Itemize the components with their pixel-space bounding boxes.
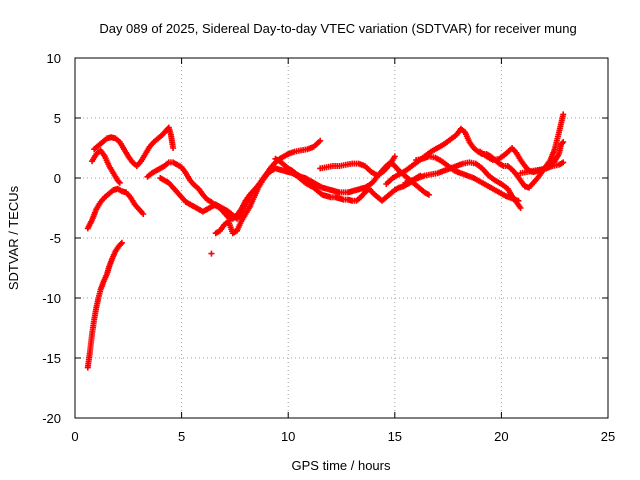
y-tick-label: 5 <box>54 111 61 126</box>
series-track-11 <box>402 159 524 211</box>
series-track-3 <box>89 147 123 186</box>
data-point <box>560 139 567 145</box>
data-point <box>425 191 432 198</box>
axis-ticks: 0 5 10 15 20 25 -20 -15 -10 -5 0 5 10 <box>42 51 615 444</box>
x-tick-label: 10 <box>281 429 295 444</box>
x-tick-label: 25 <box>601 429 615 444</box>
data-point <box>560 159 567 166</box>
data-point <box>116 179 123 186</box>
data-point <box>118 239 125 246</box>
y-axis-label: SDTVAR / TECUs <box>6 185 21 290</box>
series-track-14 <box>517 159 567 177</box>
data-point <box>560 111 567 118</box>
x-tick-label: 5 <box>178 429 185 444</box>
data-point <box>140 211 147 217</box>
data-point <box>170 145 177 151</box>
x-tick-label: 0 <box>71 429 78 444</box>
y-tick-label: 0 <box>54 171 61 186</box>
series-track-1 <box>84 239 125 371</box>
y-tick-label: 10 <box>47 51 61 66</box>
series-track-7 <box>212 165 424 237</box>
plot-frame <box>74 57 609 419</box>
y-tick-label: -5 <box>49 231 61 246</box>
series-track-5 <box>144 137 324 222</box>
y-tick-label: -15 <box>42 351 61 366</box>
x-tick-label: 15 <box>388 429 402 444</box>
x-tick-label: 20 <box>494 429 508 444</box>
data-point <box>517 205 524 211</box>
y-tick-label: -10 <box>42 291 61 306</box>
series-track-9 <box>317 153 398 179</box>
data-point <box>317 137 324 144</box>
series-outlier <box>208 250 215 257</box>
data-points <box>84 111 567 371</box>
series-track-12 <box>413 153 522 204</box>
data-point <box>208 250 215 257</box>
x-axis-label: GPS time / hours <box>292 458 391 473</box>
chart-title: Day 089 of 2025, Sidereal Day-to-day VTE… <box>99 21 576 36</box>
series-track-6 <box>157 175 253 222</box>
y-tick-label: -20 <box>42 411 61 426</box>
series-track-2 <box>84 185 147 232</box>
series-track-4 <box>91 124 177 169</box>
data-point <box>391 153 398 160</box>
grid-lines <box>75 58 608 418</box>
data-point <box>515 197 522 204</box>
